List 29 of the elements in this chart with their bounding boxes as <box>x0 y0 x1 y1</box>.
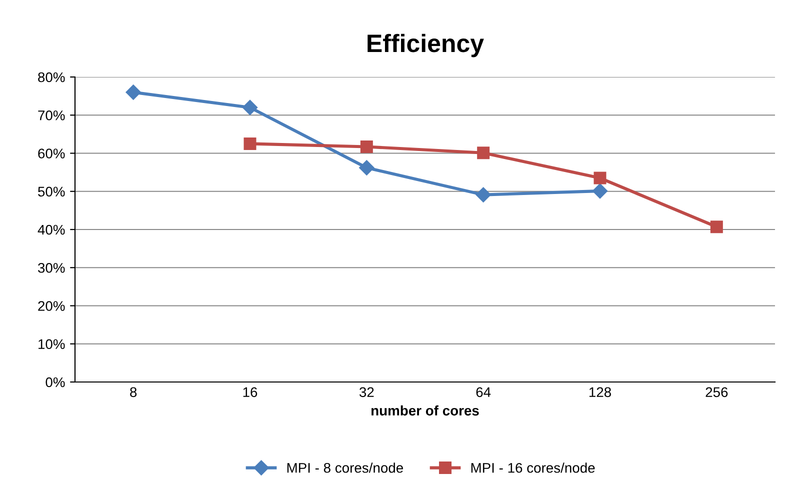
y-tick-label: 0% <box>46 377 65 388</box>
x-tick-label: 32 <box>359 387 374 398</box>
x-axis-title: number of cores <box>372 405 479 416</box>
y-tick-label: 20% <box>38 301 65 311</box>
point <box>477 146 490 160</box>
y-tick-label: 30% <box>38 262 65 273</box>
y-tick-label: 60% <box>38 148 65 158</box>
x-tick-label: 256 <box>706 387 728 398</box>
point <box>360 140 373 154</box>
x-tick-label: 128 <box>589 387 611 398</box>
legend-label: MPI - 8 cores/node <box>287 462 403 473</box>
y-tick-label: 40% <box>38 224 65 235</box>
point <box>710 220 723 234</box>
y-tick-label: 10% <box>38 339 65 350</box>
point <box>476 187 491 202</box>
x-tick-label: 16 <box>243 387 258 398</box>
legend-label: MPI - 16 cores/node <box>471 462 595 473</box>
point <box>592 183 608 199</box>
point <box>126 84 141 100</box>
point <box>359 160 374 176</box>
x-tick-label: 8 <box>130 387 137 398</box>
y-tick-label: 80% <box>38 72 65 82</box>
y-tick-label: 50% <box>38 186 65 197</box>
y-tick-label: 70% <box>38 110 65 120</box>
point <box>594 172 606 184</box>
chart-title: Efficiency <box>368 34 484 58</box>
x-tick-label: 64 <box>476 387 491 398</box>
point <box>242 100 258 116</box>
point <box>244 137 256 150</box>
